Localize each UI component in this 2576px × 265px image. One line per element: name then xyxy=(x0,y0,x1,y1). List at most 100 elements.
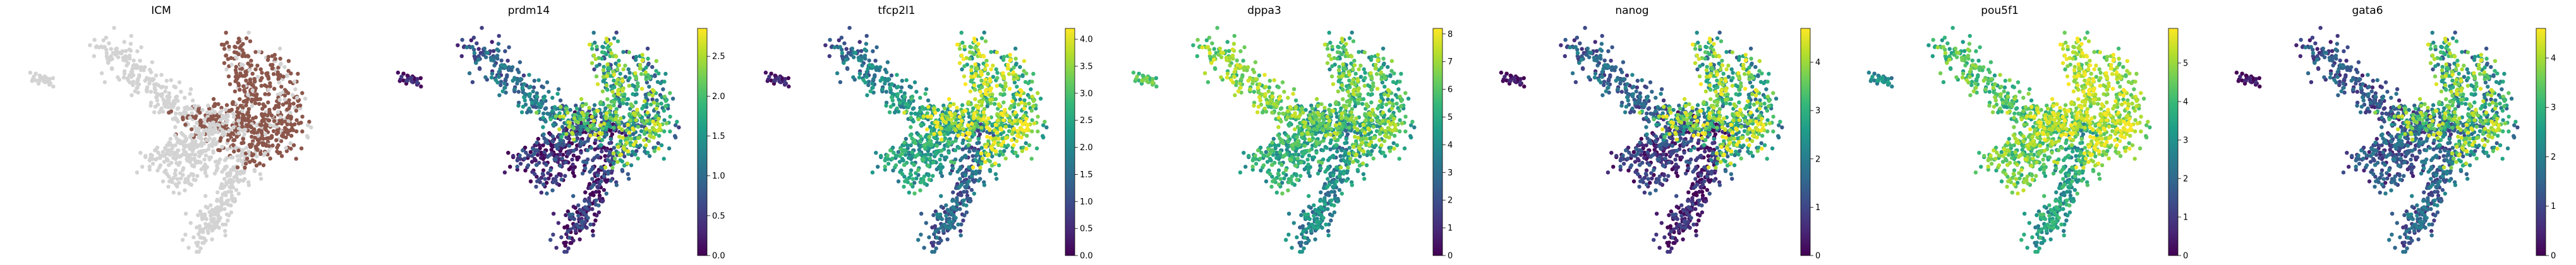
cell-point xyxy=(627,177,631,181)
cell-point xyxy=(483,75,488,80)
colorbar-tick-label: 2.5 xyxy=(712,52,725,62)
cell-point xyxy=(595,173,600,178)
cell-point xyxy=(900,172,905,177)
cell-point xyxy=(253,101,258,105)
cell-point xyxy=(1312,213,1316,218)
cell-point xyxy=(1001,113,1005,118)
cell-point xyxy=(285,107,289,112)
cell-point xyxy=(245,124,250,129)
cell-point xyxy=(783,80,787,85)
cell-point xyxy=(1015,76,1020,80)
cell-point xyxy=(559,105,563,109)
cell-point xyxy=(581,210,586,215)
cell-point xyxy=(1286,232,1291,237)
cell-point xyxy=(497,74,501,80)
cell-point xyxy=(183,122,188,127)
cell-point xyxy=(535,94,539,99)
cell-point xyxy=(616,88,620,93)
cell-point xyxy=(568,227,573,232)
cell-point xyxy=(38,74,42,78)
cell-point xyxy=(578,117,583,121)
cell-point xyxy=(284,135,288,139)
cell-point xyxy=(567,143,572,148)
cell-point xyxy=(1324,146,1329,150)
cell-point xyxy=(967,165,971,170)
cell-point xyxy=(33,78,38,83)
cell-point xyxy=(939,204,944,209)
cell-point xyxy=(532,151,536,156)
cell-point xyxy=(212,110,217,115)
cell-point xyxy=(981,117,986,121)
cell-point xyxy=(551,180,555,184)
cell-point xyxy=(459,54,464,59)
cell-point xyxy=(121,75,126,80)
cell-point xyxy=(653,132,658,136)
cell-point xyxy=(946,117,950,121)
cell-point xyxy=(544,162,548,167)
cell-point xyxy=(591,30,596,35)
cell-point xyxy=(605,97,610,102)
cell-point xyxy=(920,105,925,109)
cell-point xyxy=(983,78,988,82)
cell-point xyxy=(915,153,919,158)
cell-point xyxy=(608,124,612,129)
cell-point xyxy=(860,63,864,68)
cell-point xyxy=(216,130,221,134)
cell-point xyxy=(571,212,575,217)
cell-point xyxy=(953,128,958,132)
cell-point xyxy=(1001,118,1006,122)
cell-point xyxy=(242,88,246,93)
cell-point xyxy=(496,42,501,46)
cell-point xyxy=(522,82,526,86)
cell-point xyxy=(586,128,590,132)
cell-point xyxy=(645,46,650,51)
cell-point xyxy=(597,182,602,187)
cell-point xyxy=(275,110,281,114)
cell-point xyxy=(610,168,614,173)
cell-point xyxy=(942,132,946,137)
cell-point xyxy=(1299,213,1303,218)
cell-point xyxy=(1038,97,1043,101)
cell-point xyxy=(546,171,550,175)
cell-point xyxy=(283,119,287,124)
cell-point xyxy=(608,179,613,183)
cell-point xyxy=(932,107,936,111)
cell-point xyxy=(215,197,220,202)
cell-point xyxy=(572,174,577,179)
cell-point xyxy=(223,233,227,238)
cell-point xyxy=(988,97,993,102)
cell-point xyxy=(129,74,133,79)
cell-point xyxy=(128,80,132,85)
cell-point xyxy=(236,131,241,136)
cell-point xyxy=(528,92,532,97)
cell-point xyxy=(902,163,907,167)
cell-point xyxy=(652,149,657,153)
colorbar-tick-label: 3.0 xyxy=(1080,89,1093,98)
cell-point xyxy=(289,117,293,121)
cell-point xyxy=(980,100,984,105)
cell-point xyxy=(231,115,236,119)
cell-point xyxy=(198,160,203,165)
cell-point xyxy=(198,246,203,250)
cell-point xyxy=(543,107,548,111)
cell-point xyxy=(306,135,310,139)
cell-point xyxy=(957,61,962,66)
cell-point xyxy=(239,62,244,67)
cell-point xyxy=(580,171,585,176)
cell-point xyxy=(289,134,294,138)
cell-point xyxy=(229,210,234,215)
cell-point xyxy=(986,116,991,121)
cell-point xyxy=(668,129,672,134)
cell-point xyxy=(189,106,193,111)
cell-point xyxy=(254,163,259,168)
cell-point xyxy=(276,151,281,155)
cell-point xyxy=(172,84,176,89)
cell-point xyxy=(890,82,894,86)
cell-point xyxy=(968,44,972,49)
cell-point xyxy=(933,110,938,115)
cell-point xyxy=(260,71,264,75)
cell-point xyxy=(277,46,282,51)
cell-point xyxy=(1327,193,1331,197)
cell-point xyxy=(612,85,617,90)
cell-point xyxy=(1331,173,1336,178)
